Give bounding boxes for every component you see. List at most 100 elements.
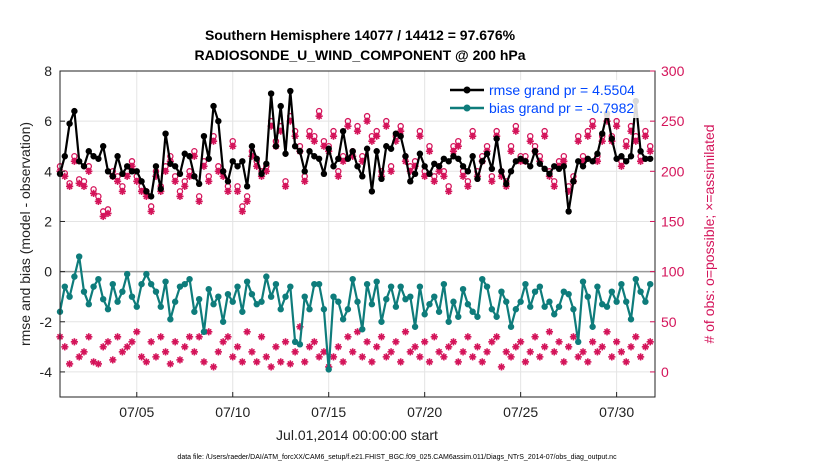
obs-lower-point-95-stroke-3 bbox=[512, 343, 519, 350]
rmse-point-23 bbox=[167, 160, 174, 167]
obs-assimilated-point-121-stroke-3 bbox=[637, 158, 644, 165]
obs-assimilated-point-85 bbox=[464, 182, 472, 190]
obs-lower-point-12-stroke-3 bbox=[114, 333, 121, 340]
rmse-point-118 bbox=[623, 158, 630, 165]
obs-assimilated-point-111 bbox=[589, 122, 597, 130]
obs-assimilated-point-70-stroke-3 bbox=[392, 138, 399, 145]
legend-rmse-label: rmse grand pr = 4.5504 bbox=[489, 82, 635, 98]
obs-assimilated-point-31 bbox=[205, 177, 213, 185]
y-tick-label-right-4: 200 bbox=[661, 163, 685, 179]
rmse-point-109 bbox=[579, 163, 587, 170]
obs-assimilated-point-111-stroke-3 bbox=[589, 123, 596, 130]
obs-lower-point-116 bbox=[613, 338, 621, 346]
rmse-point-50 bbox=[296, 148, 304, 155]
obs-assimilated-point-84-stroke-3 bbox=[459, 173, 467, 180]
obs-lower-point-62-stroke-3 bbox=[354, 328, 361, 335]
bias-point-43 bbox=[263, 273, 270, 280]
bias-point-60 bbox=[344, 306, 352, 313]
bias-point-81 bbox=[445, 318, 452, 325]
rmse-point-40 bbox=[248, 143, 256, 150]
obs-lower-point-26-stroke-3 bbox=[181, 343, 188, 350]
y-axis-label-left: rmse and bias (model - observation) bbox=[17, 122, 33, 346]
bias-point-36 bbox=[229, 298, 236, 305]
obs-lower-point-114 bbox=[603, 328, 611, 336]
y-tick-label-left-3: 2 bbox=[44, 213, 52, 229]
rmse-point-65 bbox=[368, 188, 376, 195]
bias-point-25 bbox=[176, 283, 184, 290]
rmse-point-74 bbox=[411, 170, 419, 178]
obs-lower-point-116-stroke-3 bbox=[613, 338, 620, 345]
bias-point-93 bbox=[503, 298, 510, 305]
bias-point-3 bbox=[71, 273, 78, 280]
bias-point-120 bbox=[632, 275, 640, 283]
obs-lower-point-93-stroke-3 bbox=[503, 348, 510, 355]
rmse-point-28 bbox=[191, 173, 198, 180]
bias-point-62 bbox=[354, 298, 361, 305]
bias-point-76 bbox=[421, 311, 428, 318]
obs-assimilated-point-37-stroke-3 bbox=[234, 188, 241, 195]
rmse-point-86 bbox=[469, 153, 476, 160]
obs-assimilated-point-1 bbox=[61, 172, 69, 180]
obs-lower-point-37-stroke-3 bbox=[234, 343, 241, 350]
bias-point-4 bbox=[75, 253, 83, 260]
obs-assimilated-point-68-stroke-3 bbox=[383, 123, 390, 130]
plot-area-background bbox=[60, 71, 655, 397]
obs-lower-point-109 bbox=[579, 348, 587, 356]
bias-point-32 bbox=[210, 301, 217, 308]
obs-lower-point-10-stroke-3 bbox=[104, 338, 112, 345]
obs-lower-point-24 bbox=[171, 338, 179, 346]
rmse-point-41 bbox=[253, 155, 260, 162]
bias-point-6 bbox=[85, 301, 92, 308]
plot-frame bbox=[59, 70, 656, 398]
obs-lower-point-109-stroke-3 bbox=[579, 348, 587, 355]
obs-lower-point-122 bbox=[641, 343, 650, 351]
obs-lower-point-63 bbox=[358, 353, 366, 361]
obs-lower-point-32-stroke-3 bbox=[210, 363, 217, 370]
rmse-point-4 bbox=[75, 158, 83, 165]
bias-point-77 bbox=[426, 301, 433, 308]
bias-point-95 bbox=[512, 306, 520, 313]
rmse-point-79 bbox=[435, 163, 443, 170]
rmse-point-78 bbox=[431, 160, 438, 167]
y-axis-label-right: # of obs: o=possible; ×=assimilated bbox=[701, 124, 717, 343]
obs-lower-point-53 bbox=[310, 338, 318, 346]
obs-assimilated-point-101 bbox=[541, 132, 549, 140]
rmse-point-21 bbox=[157, 185, 164, 193]
obs-assimilated-point-14-stroke-3 bbox=[124, 173, 131, 180]
rmse-point-42 bbox=[258, 170, 265, 178]
bias-point-41 bbox=[253, 301, 260, 308]
bias-point-107 bbox=[570, 306, 577, 313]
obs-lower-point-19 bbox=[147, 338, 155, 346]
obs-lower-point-80-stroke-3 bbox=[440, 353, 447, 360]
obs-assimilated-point-2 bbox=[65, 182, 74, 190]
obs-assimilated-point-26-stroke-3 bbox=[181, 183, 188, 190]
bias-point-94 bbox=[507, 323, 515, 330]
obs-lower-point-105 bbox=[560, 358, 568, 366]
obs-lower-point-13 bbox=[118, 348, 126, 356]
y-tick-label-left-5: 6 bbox=[44, 113, 52, 129]
obs-lower-point-10 bbox=[104, 338, 112, 346]
obs-lower-point-62 bbox=[353, 328, 362, 336]
obs-assimilated-point-53 bbox=[310, 137, 318, 145]
rmse-point-1 bbox=[61, 153, 68, 160]
obs-lower-point-113 bbox=[598, 343, 606, 351]
bias-point-54 bbox=[315, 280, 323, 288]
obs-lower-point-3-stroke-3 bbox=[71, 338, 78, 345]
obs-lower-point-40 bbox=[248, 348, 256, 356]
obs-lower-point-29-stroke-3 bbox=[196, 333, 203, 340]
obs-lower-point-76-stroke-3 bbox=[421, 338, 428, 345]
bias-point-8 bbox=[95, 275, 102, 283]
obs-assimilated-point-37 bbox=[233, 187, 242, 195]
rmse-point-36 bbox=[229, 158, 236, 165]
obs-assimilated-point-24-stroke-3 bbox=[172, 178, 179, 185]
obs-lower-point-27 bbox=[185, 333, 194, 341]
obs-lower-point-106 bbox=[565, 343, 573, 351]
bias-point-28 bbox=[191, 308, 198, 315]
obs-lower-point-94-stroke-3 bbox=[507, 353, 515, 360]
bias-point-110 bbox=[584, 293, 592, 300]
obs-lower-point-58 bbox=[334, 343, 342, 351]
bias-point-51 bbox=[301, 293, 308, 300]
obs-lower-point-28-stroke-3 bbox=[191, 348, 198, 355]
obs-lower-point-8-stroke-3 bbox=[95, 360, 102, 367]
bias-point-13 bbox=[119, 288, 126, 295]
